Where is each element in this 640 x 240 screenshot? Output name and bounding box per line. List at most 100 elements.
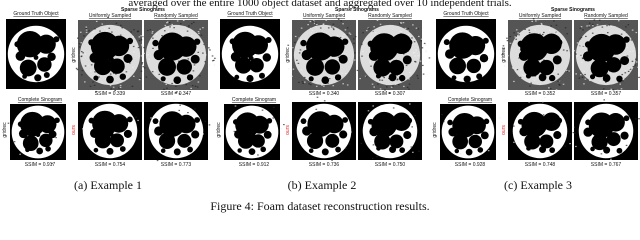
foam-bubble [176, 36, 197, 57]
noise-speck [616, 89, 619, 91]
ssim-label: SSIM = 0.767 [591, 162, 622, 168]
noise-speck [408, 78, 410, 80]
noise-speck [632, 65, 635, 68]
noise-speck [638, 118, 640, 120]
noise-speck [92, 81, 94, 83]
foam-bubble [399, 147, 406, 154]
noise-speck [612, 89, 615, 91]
noise-speck [138, 39, 141, 42]
noise-speck [584, 50, 587, 53]
noise-speck [93, 84, 96, 86]
noise-speck [322, 23, 325, 25]
noise-speck [102, 151, 104, 153]
noise-speck [343, 34, 345, 36]
foam-bubble [525, 73, 532, 79]
noise-speck [397, 92, 400, 94]
noise-speck [619, 83, 622, 85]
noise-speck [624, 69, 627, 72]
noise-speck [166, 22, 168, 24]
complete-label: Complete Sinogram [232, 97, 276, 103]
noise-speck [510, 48, 513, 50]
noise-speck [294, 35, 297, 38]
noise-speck [148, 58, 150, 60]
noise-speck [390, 86, 393, 88]
noise-speck [542, 101, 544, 103]
noise-speck [141, 62, 144, 64]
foam-bubble [119, 146, 126, 152]
noise-speck [84, 81, 86, 83]
ssim-label: SSIM = 0.750 [375, 162, 406, 168]
noise-speck [573, 50, 576, 52]
noise-speck [80, 42, 83, 44]
noise-speck [305, 47, 307, 50]
noise-speck [542, 114, 545, 116]
noise-speck [396, 79, 399, 81]
noise-speck [331, 159, 333, 161]
foam-bubble [482, 37, 489, 44]
noise-speck [599, 90, 602, 92]
noise-speck [176, 20, 179, 22]
foam-bubble [154, 126, 164, 136]
noise-speck [316, 96, 319, 98]
foam-bubble [90, 128, 100, 138]
noise-speck [521, 74, 524, 76]
noise-speck [178, 93, 181, 95]
noise-speck [565, 69, 568, 72]
noise-speck [82, 52, 84, 54]
foam-bubble [538, 130, 543, 136]
noise-speck [109, 73, 112, 75]
foam-bubble [36, 147, 44, 155]
noise-speck [353, 42, 355, 44]
ssim-label: SSIM = 0.754 [95, 162, 126, 168]
noise-speck [336, 35, 339, 37]
noise-speck [519, 76, 522, 78]
ssim-label: SSIM = 0.352 [525, 91, 556, 97]
noise-speck [422, 73, 425, 75]
foam-bubble [517, 118, 524, 125]
foam-bubble [585, 119, 591, 126]
noise-speck [622, 80, 624, 82]
foam-bubble [341, 38, 349, 45]
noise-speck [261, 109, 264, 111]
noise-speck [341, 53, 344, 55]
noise-speck [354, 52, 356, 54]
noise-speck [204, 61, 206, 63]
noise-speck [98, 76, 100, 78]
noise-speck [173, 27, 175, 29]
noise-speck [400, 31, 403, 33]
noise-speck [341, 36, 344, 38]
noise-speck [85, 28, 88, 30]
random-label: Randomly Sampled [154, 13, 198, 19]
noise-speck [515, 68, 517, 70]
foam-image [573, 19, 640, 94]
noise-speck [327, 27, 330, 29]
foam-bubble [108, 35, 130, 57]
noise-speck [310, 32, 313, 34]
noise-speck [209, 49, 211, 51]
noise-speck [569, 142, 571, 145]
noise-speck [132, 66, 134, 68]
foam-bubble [93, 75, 99, 81]
noise-speck [300, 69, 303, 71]
noise-speck [575, 53, 577, 55]
noise-speck [19, 153, 21, 155]
foam-bubble [172, 53, 178, 59]
noise-speck [392, 85, 394, 87]
noise-speck [328, 78, 331, 80]
noise-speck [356, 69, 359, 72]
foam-bubble [106, 147, 114, 155]
noise-speck [191, 110, 194, 112]
foam-bubble [232, 119, 239, 125]
noise-speck [537, 19, 539, 21]
foam-bubble [449, 57, 466, 75]
noise-speck [312, 21, 314, 23]
noise-speck [404, 27, 407, 30]
noise-speck [634, 64, 637, 66]
sparse-label: Sparse Sinograms [551, 7, 595, 13]
noise-speck [139, 77, 142, 79]
foam-bubble [524, 133, 541, 150]
foam-image [224, 104, 285, 160]
noise-speck [606, 25, 608, 27]
noise-speck [632, 50, 634, 52]
noise-speck [408, 103, 411, 105]
